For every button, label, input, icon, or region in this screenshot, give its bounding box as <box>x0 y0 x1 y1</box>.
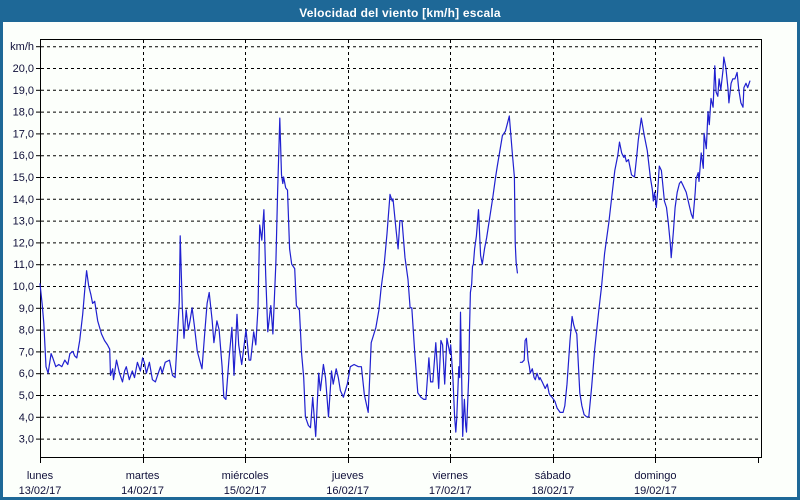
y-tick-label: 5,0 <box>19 390 34 402</box>
x-date-label: 15/02/17 <box>224 485 267 497</box>
y-tick-label: 7,0 <box>19 346 34 358</box>
y-tick-label: 9,0 <box>19 303 34 315</box>
wind-speed-line <box>39 56 751 437</box>
wind-speed-polyline <box>519 56 751 418</box>
y-tick-label: 20,0 <box>13 63 34 75</box>
x-day-label: domingo <box>634 470 676 482</box>
y-tick-label: 4,0 <box>19 412 34 424</box>
x-day-label: jueves <box>331 470 364 482</box>
y-tick-label: 12,0 <box>13 237 34 249</box>
x-date-label: 14/02/17 <box>121 485 164 497</box>
wind-speed-polyline <box>39 115 519 437</box>
y-tick-label: 15,0 <box>13 172 34 184</box>
chart-title: Velocidad del viento [km/h] escala <box>299 5 501 20</box>
y-tick-label: 14,0 <box>13 194 34 206</box>
y-tick-label: 10,0 <box>13 281 34 293</box>
y-tick-label: 11,0 <box>13 259 34 271</box>
x-date-label: 19/02/17 <box>634 485 677 497</box>
x-date-label: 13/02/17 <box>19 485 62 497</box>
x-date-label: 18/02/17 <box>531 485 574 497</box>
x-axis-labels: lunes 13/02/17 martes 14/02/17 miércoles 15/0… <box>19 470 677 497</box>
y-tick-label: 8,0 <box>19 325 34 337</box>
x-day-label: viernes <box>433 470 469 482</box>
y-tick-label: 3,0 <box>19 434 34 446</box>
wind-speed-chart: 20,0 19,0 18,0 17,0 16,0 15,0 14,0 13,0 12,0 11,0… <box>10 39 762 497</box>
y-tick-label: 16,0 <box>13 150 34 162</box>
y-tick-label: 13,0 <box>13 216 34 228</box>
y-axis-labels: 20,0 19,0 18,0 17,0 16,0 15,0 14,0 13,0 12,0 11,0… <box>10 41 34 445</box>
y-tick-label: 19,0 <box>13 85 34 97</box>
y-tick-label: 17,0 <box>13 128 34 140</box>
x-day-label: sábado <box>535 470 571 482</box>
plot-box <box>40 39 762 458</box>
plot-border <box>40 39 762 458</box>
title-bar: Velocidad del viento [km/h] escala <box>3 3 797 22</box>
x-date-label: 17/02/17 <box>429 485 472 497</box>
x-day-label: lunes <box>27 470 54 482</box>
x-day-label: miércoles <box>222 470 270 482</box>
x-date-label: 16/02/17 <box>326 485 369 497</box>
y-tick-label: 18,0 <box>13 107 34 119</box>
y-axis-unit-label: km/h <box>10 41 34 53</box>
axis-ticks <box>36 46 759 463</box>
y-tick-label: 6,0 <box>19 368 34 380</box>
grid-lines <box>41 40 761 457</box>
x-day-label: martes <box>126 470 160 482</box>
